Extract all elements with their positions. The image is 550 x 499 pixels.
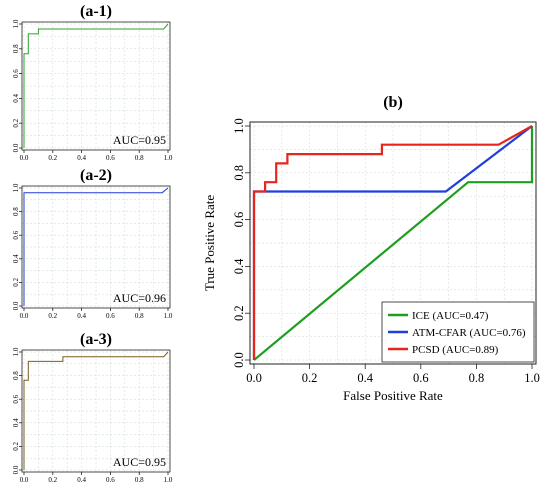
y-tick-label: 0.2	[232, 305, 246, 321]
auc-annotation: AUC=0.95	[113, 455, 166, 469]
x-tick-label: 0.2	[302, 371, 318, 385]
x-tick-label: 0.8	[135, 476, 144, 484]
y-tick-label: 0.8	[12, 44, 20, 53]
y-tick-label: 0.6	[232, 212, 246, 228]
x-tick-label: 0.0	[20, 312, 29, 320]
y-tick-label: 0.4	[12, 418, 20, 427]
x-tick-label: 1.0	[164, 154, 173, 162]
y-tick-label: 1.0	[232, 118, 246, 134]
y-tick-label: 0.4	[232, 258, 246, 274]
grid	[22, 350, 170, 472]
x-tick-label: 0.4	[357, 371, 373, 385]
x-tick-label: 0.2	[48, 154, 57, 162]
chart-title: (a-3)	[80, 331, 112, 348]
y-tick-label: 0.8	[232, 165, 246, 181]
x-tick-label: 1.0	[164, 476, 173, 484]
y-tick-label: 1.0	[12, 19, 20, 28]
x-tick-label: 0.8	[135, 312, 144, 320]
x-tick-label: 0.6	[413, 371, 429, 385]
y-tick-label: 0.0	[232, 352, 246, 368]
plot-frame	[249, 121, 537, 365]
y-tick-label: 0.8	[12, 207, 20, 216]
x-tick-label: 0.2	[48, 476, 57, 484]
y-tick-label: 0.6	[12, 230, 20, 239]
x-tick-label: 0.4	[77, 476, 86, 484]
chart-panel-2: (a-2) 0.0 0.2 0.4 0.6 0.8 1.0 0.0 0.2 0.4 0.6 0.8 1.…	[12, 167, 173, 320]
x-tick-label: 0.0	[20, 154, 29, 162]
roc-curve-1	[253, 126, 534, 361]
chart-title: (a-2)	[80, 167, 112, 184]
y-tick-label: 1.0	[12, 183, 20, 192]
legend: ICE (AUC=0.47) ATM-CFAR (AUC=0.76) PCSD (A…	[381, 301, 535, 363]
x-axis-label: False Positive Rate	[343, 388, 443, 403]
roc-curve-1	[23, 351, 169, 470]
y-tick-label: 0.2	[12, 442, 20, 451]
roc-curve-1	[23, 187, 169, 306]
grid	[22, 186, 170, 308]
plot-frame	[21, 185, 171, 309]
plot-frame	[21, 349, 171, 473]
chart-panel-1: (a-1) 0.0 0.2 0.4 0.6 0.8 1.0 0.0 0.2 0.4 0.6 0.8 1.…	[12, 3, 173, 162]
chart-panel-4: (b) 0.0 0.2 0.4 0.6 0.8 1.0 0.0 0.2 0.4 0.6 0.8 1.0 F…	[202, 94, 540, 403]
legend-entry: ATM-CFAR (AUC=0.76)	[412, 327, 526, 339]
x-tick-label: 0.8	[135, 154, 144, 162]
roc-curve-1	[23, 23, 169, 148]
x-tick-label: 1.0	[164, 312, 173, 320]
auc-annotation: AUC=0.96	[113, 291, 166, 305]
roc-curve-3	[252, 125, 533, 360]
x-tick-label: 1.0	[524, 371, 540, 385]
x-tick-label: 0.2	[48, 312, 57, 320]
x-tick-label: 0.4	[77, 312, 86, 320]
x-tick-label: 0.4	[77, 154, 86, 162]
y-tick-label: 0.0	[12, 465, 20, 474]
y-axis-label: True Positive Rate	[202, 195, 217, 292]
plot-frame	[21, 21, 171, 151]
grid	[22, 22, 170, 150]
chart-title: (b)	[383, 94, 403, 111]
y-tick-label: 1.0	[12, 347, 20, 356]
legend-entry: PCSD (AUC=0.89)	[412, 344, 499, 356]
x-tick-label: 0.6	[106, 154, 115, 162]
x-tick-label: 0.6	[106, 476, 115, 484]
y-tick-label: 0.2	[12, 118, 20, 127]
y-tick-label: 0.8	[12, 371, 20, 380]
x-tick-label: 0.8	[469, 371, 485, 385]
y-tick-label: 0.2	[12, 278, 20, 287]
y-tick-label: 0.0	[12, 143, 20, 152]
auc-annotation: AUC=0.95	[113, 133, 166, 147]
x-tick-label: 0.0	[20, 476, 29, 484]
y-tick-label: 0.6	[12, 394, 20, 403]
chart-panel-3: (a-3) 0.0 0.2 0.4 0.6 0.8 1.0 0.0 0.2 0.4 0.6 0.8 1.…	[12, 331, 173, 484]
y-tick-label: 0.6	[12, 69, 20, 78]
y-tick-label: 0.0	[12, 301, 20, 310]
y-tick-label: 0.4	[12, 94, 20, 103]
chart-title: (a-1)	[80, 3, 112, 20]
y-tick-label: 0.4	[12, 254, 20, 263]
x-tick-label: 0.0	[246, 371, 262, 385]
legend-entry: ICE (AUC=0.47)	[412, 310, 489, 322]
x-tick-label: 0.6	[106, 312, 115, 320]
